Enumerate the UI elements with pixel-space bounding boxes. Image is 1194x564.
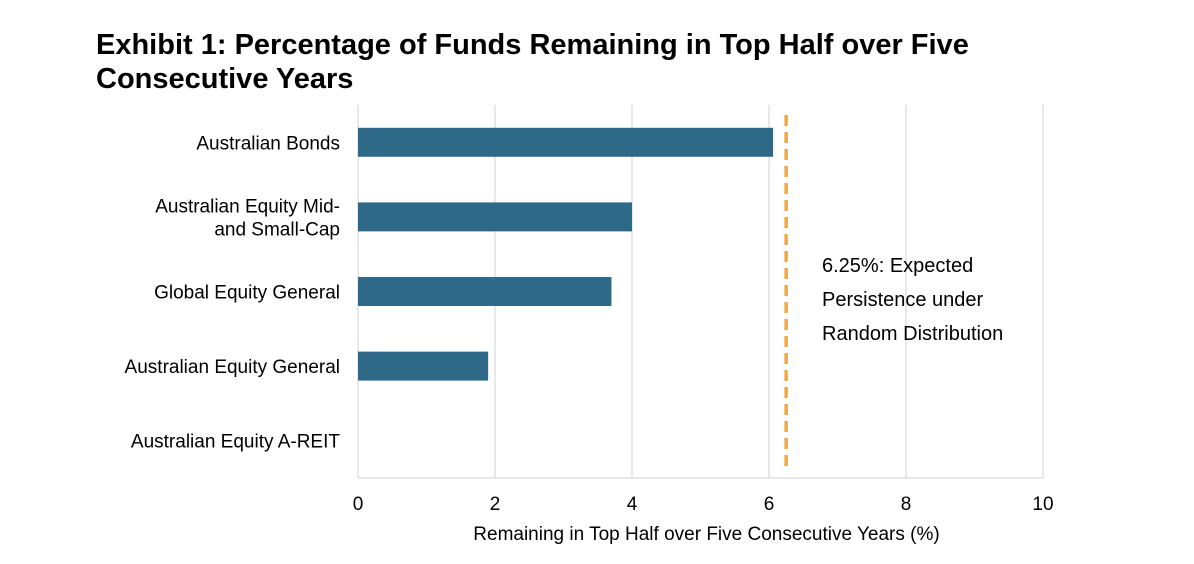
chart-title: Exhibit 1: Percentage of Funds Remaining… [96, 28, 1096, 96]
bar [358, 127, 774, 157]
bars [358, 127, 774, 381]
category-label: Australian Bonds [196, 133, 340, 154]
category-label: Australian Equity A-REIT [131, 432, 340, 453]
category-label: Australian Equity General [125, 357, 340, 378]
x-tick-label: 2 [490, 494, 501, 515]
x-tick-label: 4 [627, 494, 638, 515]
x-tick-label: 6 [764, 494, 775, 515]
reference-line-group: 6.25%: Expected Persistence under Random D… [784, 115, 1003, 470]
category-label: Australian Equity Mid- [155, 196, 340, 217]
chart-title-line-2: Consecutive Years [96, 63, 354, 95]
x-tick-label: 0 [353, 494, 364, 515]
chart-title-line-1: Exhibit 1: Percentage of Funds Remaining… [96, 29, 969, 61]
category-label: Global Equity General [154, 283, 340, 304]
bar [358, 351, 489, 381]
bar [358, 277, 612, 306]
x-tick-labels: 0 2 4 6 8 10 [353, 494, 1054, 515]
reference-line-label: 6.25%: Expected [822, 255, 973, 277]
bar [358, 202, 632, 232]
x-tick-label: 8 [901, 494, 912, 515]
gridlines [357, 105, 1044, 479]
x-axis-title: Remaining in Top Half over Five Consecut… [473, 524, 939, 545]
reference-line-label: Persistence under [822, 289, 984, 311]
x-tick-label: 10 [1032, 494, 1053, 515]
category-labels: Australian Bonds Australian Equity Mid-an… [125, 133, 341, 452]
reference-line-label: Random Distribution [822, 323, 1003, 345]
category-label: and Small-Cap [214, 219, 340, 240]
